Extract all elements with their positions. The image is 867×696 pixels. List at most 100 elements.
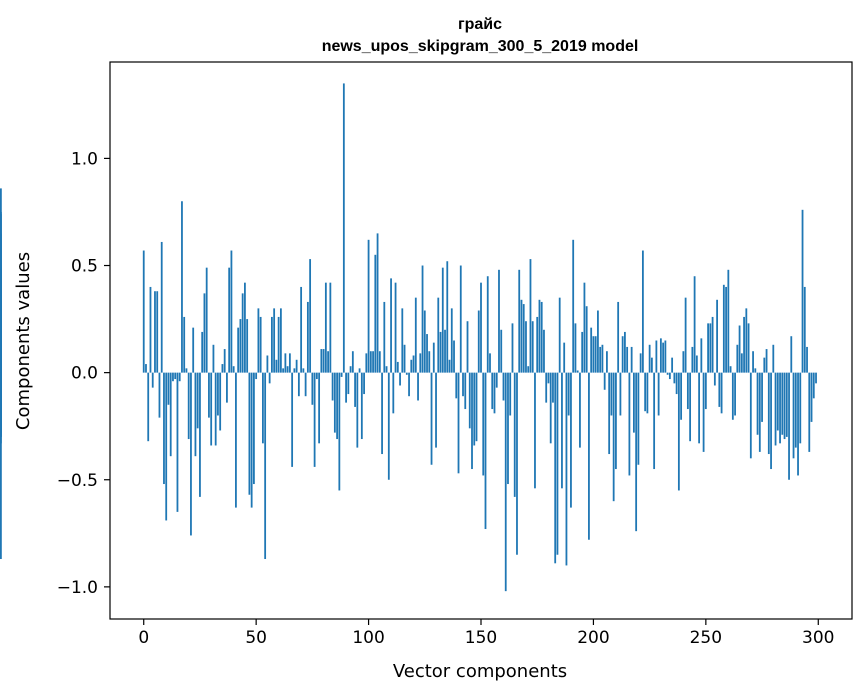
- bar: [181, 201, 183, 373]
- bar: [491, 372, 494, 410]
- bar: [342, 83, 345, 373]
- x-axis-label: Vector components: [393, 661, 567, 682]
- bar: [223, 349, 226, 373]
- bar: [412, 355, 415, 373]
- bar: [552, 372, 554, 403]
- bar: [428, 351, 431, 373]
- chart-title: грайс: [458, 16, 502, 33]
- bar: [572, 239, 575, 373]
- bar: [293, 368, 296, 373]
- bar: [547, 372, 550, 384]
- bar: [435, 372, 437, 448]
- bar: [615, 372, 617, 470]
- bar: [630, 346, 633, 373]
- bar: [221, 364, 224, 373]
- bar: [520, 299, 523, 373]
- bar: [779, 372, 781, 444]
- bar: [160, 241, 163, 373]
- bar: [217, 372, 219, 416]
- bar: [565, 372, 568, 566]
- bar: [788, 372, 790, 480]
- bar: [423, 310, 426, 373]
- bar: [390, 278, 392, 373]
- bar: [619, 372, 622, 416]
- bar: [459, 265, 462, 373]
- bar: [682, 351, 685, 373]
- bar: [500, 329, 503, 373]
- bar: [279, 308, 282, 373]
- bar: [531, 321, 534, 373]
- bar: [644, 372, 647, 412]
- bar: [581, 331, 584, 373]
- bar: [713, 372, 716, 386]
- bar: [621, 336, 624, 373]
- bar: [610, 372, 613, 416]
- bar: [482, 372, 485, 476]
- bar: [437, 297, 440, 373]
- bar: [226, 372, 228, 403]
- bar: [592, 336, 595, 373]
- x-tick-label: 150: [465, 628, 497, 648]
- bar: [570, 372, 572, 508]
- bar: [315, 372, 318, 380]
- bar: [774, 372, 777, 446]
- bar: [806, 346, 808, 373]
- bar: [671, 357, 674, 373]
- x-tick-label: 250: [690, 628, 722, 648]
- bar: [466, 321, 469, 373]
- bar: [484, 372, 487, 530]
- bar: [172, 372, 174, 382]
- bar: [653, 372, 656, 470]
- bar: [0, 364, 2, 373]
- bar: [606, 351, 608, 373]
- bar: [707, 323, 709, 373]
- bar: [176, 372, 179, 512]
- bar: [295, 359, 298, 373]
- bar: [331, 372, 334, 401]
- bar: [300, 286, 303, 373]
- bar: [174, 372, 177, 380]
- bar: [318, 372, 321, 444]
- bar: [365, 353, 368, 373]
- bar: [493, 372, 496, 414]
- bar: [511, 323, 514, 373]
- bar: [579, 372, 581, 448]
- bar: [525, 321, 527, 373]
- bar: [235, 372, 237, 508]
- bar: [302, 368, 305, 373]
- bars-group: [0, 83, 817, 592]
- bar: [495, 372, 498, 388]
- bar: [154, 291, 156, 373]
- bar: [259, 316, 262, 373]
- bar: [561, 372, 563, 489]
- bar: [756, 372, 759, 435]
- bar: [648, 344, 651, 373]
- bar: [659, 338, 662, 373]
- bar: [704, 372, 707, 410]
- bar: [635, 372, 638, 532]
- bar: [196, 372, 199, 429]
- bar: [246, 319, 249, 373]
- bar: [408, 372, 410, 397]
- bar: [291, 372, 294, 467]
- bar: [558, 297, 561, 373]
- bar: [250, 372, 253, 508]
- bar: [214, 372, 217, 446]
- bar: [790, 336, 793, 373]
- bar: [489, 353, 491, 373]
- bar: [770, 372, 772, 470]
- bar: [158, 372, 161, 418]
- bar: [475, 372, 478, 442]
- bar: [783, 372, 786, 440]
- bar: [288, 353, 291, 373]
- bar: [504, 372, 507, 592]
- bar: [372, 351, 374, 373]
- bar: [167, 372, 170, 405]
- bar: [320, 349, 323, 373]
- bar: [745, 308, 748, 373]
- bar: [513, 372, 516, 497]
- bar: [556, 372, 559, 555]
- bar: [374, 254, 377, 373]
- bar: [183, 316, 186, 373]
- bar: [516, 372, 518, 555]
